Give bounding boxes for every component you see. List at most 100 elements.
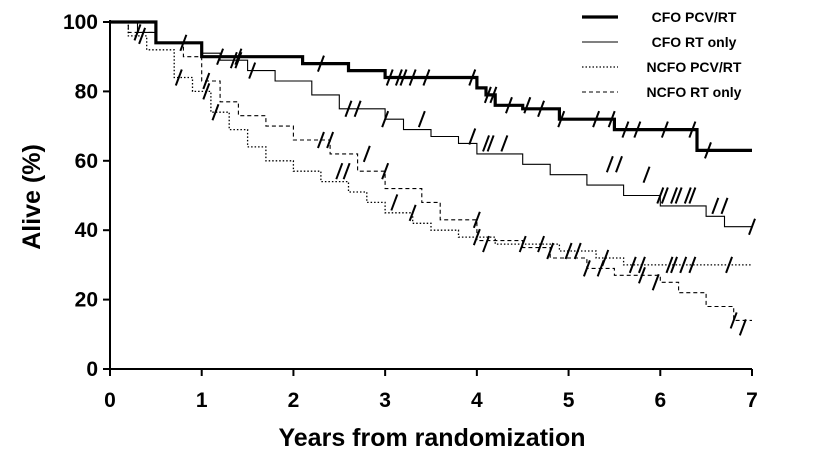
censor-mark (670, 256, 678, 274)
censor-mark (725, 256, 734, 274)
legend-label: NCFO PCV/RT (647, 59, 742, 75)
y-tick-label: 100 (63, 11, 98, 34)
censor-mark (557, 110, 566, 128)
censor-mark (729, 312, 738, 329)
censor-mark (202, 72, 211, 90)
series-line (110, 21, 752, 321)
legend: CFO PCV/RT CFO RT only NCFO PCV/RT NCFO RT … (582, 9, 742, 100)
x-tick-label: 0 (104, 389, 116, 412)
censor-mark (688, 256, 697, 274)
censor-mark (674, 187, 683, 204)
censor-mark (229, 51, 238, 69)
censor-mark (335, 162, 344, 180)
censor-mark (138, 27, 147, 45)
censor-mark (596, 260, 605, 277)
censor-mark (573, 242, 582, 260)
censor-mark (390, 194, 399, 211)
censor-mark (505, 96, 513, 114)
censor-mark (417, 110, 426, 128)
censor-mark (408, 204, 417, 222)
censor-mark (381, 162, 390, 180)
legend-label: CFO RT only (652, 34, 737, 50)
censor-mark (399, 69, 408, 86)
censor-mark (633, 121, 642, 138)
censor-mark (615, 155, 623, 173)
censor-mark (523, 96, 532, 114)
y-tick-label: 0 (86, 358, 98, 381)
censor-mark (665, 256, 674, 274)
x-tick-label: 6 (654, 389, 666, 412)
censor-mark (628, 256, 637, 274)
censor-mark (385, 69, 394, 86)
censor-mark (638, 256, 646, 274)
censor-mark (362, 145, 371, 163)
censor-mark (489, 86, 498, 104)
legend-label: NCFO RT only (647, 84, 742, 100)
censor-mark (656, 187, 665, 204)
censor-mark (248, 62, 257, 79)
series-line (110, 21, 752, 228)
censor-mark (564, 242, 573, 260)
y-tick-label: 80 (75, 80, 98, 103)
x-tick-label: 1 (196, 389, 208, 412)
censor-mark (546, 242, 555, 260)
censor-mark (651, 273, 660, 291)
censor-mark (500, 135, 509, 152)
x-tick-label: 7 (746, 389, 758, 412)
series-cfo-pcv-rt (110, 20, 752, 159)
censor-mark (688, 121, 697, 138)
censor-mark (202, 83, 211, 100)
censor-mark (486, 135, 495, 152)
censor-mark (711, 197, 720, 215)
censor-mark (326, 131, 335, 149)
censor-mark (468, 128, 477, 145)
censor-mark (638, 266, 646, 284)
censor-mark (537, 235, 545, 253)
censor-mark (670, 187, 678, 204)
censor-mark (660, 121, 669, 138)
censor-mark (422, 69, 431, 86)
censor-mark (342, 162, 351, 180)
censor-mark (234, 48, 243, 66)
censor-mark (482, 135, 490, 152)
censor-mark (679, 256, 688, 274)
x-tick-label: 2 (288, 389, 300, 412)
series-cfo-rt-only (110, 21, 756, 236)
censor-mark (607, 110, 616, 128)
censor-mark (642, 166, 651, 184)
x-tick-label: 5 (563, 389, 575, 412)
censor-mark (605, 155, 614, 173)
y-tick-label: 60 (75, 150, 98, 173)
censor-mark (472, 211, 481, 229)
x-tick-label: 4 (471, 389, 483, 412)
x-tick-label: 3 (379, 389, 391, 412)
censor-mark (738, 319, 747, 336)
censor-mark (234, 51, 243, 69)
series-line (110, 20, 752, 152)
censor-mark (344, 100, 353, 118)
censor-mark (683, 187, 692, 204)
censor-mark (688, 187, 697, 204)
censor-mark (211, 103, 220, 121)
censor-mark (317, 131, 325, 149)
series-ncfo-rt-only (110, 21, 752, 336)
censor-mark (660, 187, 669, 204)
censor-mark (353, 100, 362, 118)
censor-mark (748, 218, 756, 236)
legend-label: CFO PCV/RT (652, 9, 737, 25)
censor-mark (482, 235, 490, 253)
censor-mark (174, 69, 183, 86)
censor-mark (394, 69, 403, 86)
censor-mark (720, 197, 729, 215)
axes: 0 1 2 3 4 5 6 7 0 20 40 60 80 100 (63, 11, 758, 412)
censor-mark (518, 235, 527, 253)
censor-mark (621, 121, 630, 138)
censor-mark (468, 69, 477, 86)
y-tick-label: 40 (75, 219, 98, 242)
censor-mark (704, 142, 712, 159)
x-axis-title: Years from randomization (278, 424, 585, 452)
series-ncfo-pcv-rt (110, 21, 752, 274)
censor-mark (317, 55, 325, 72)
y-axis-title: Alive (%) (18, 144, 46, 250)
